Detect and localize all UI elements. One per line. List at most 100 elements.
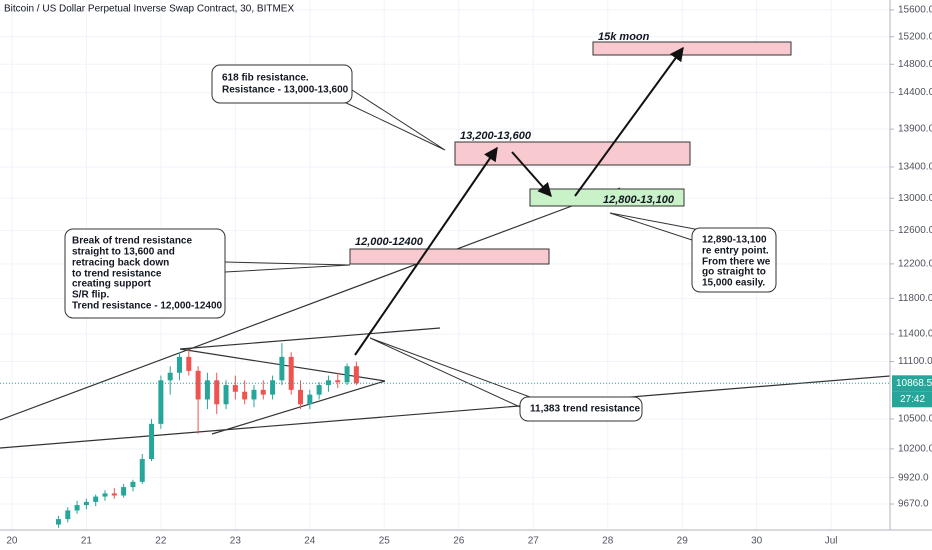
- annotation: 11,383 trend resistance: [530, 404, 641, 415]
- x-tick-label: 21: [81, 536, 93, 547]
- annotation: From there we: [702, 257, 771, 268]
- candle-body: [74, 505, 80, 511]
- annotation: re entry point.: [702, 246, 769, 257]
- x-tick-label: 23: [230, 536, 242, 547]
- trend-line: [0, 375, 891, 449]
- annotation: 15,000 easily.: [702, 278, 765, 289]
- trend-line: [0, 187, 621, 421]
- annotation: Break of trend resistance: [72, 236, 192, 247]
- callout-pointer: [609, 212, 701, 241]
- arrow: [354, 146, 498, 356]
- candles: [55, 343, 359, 528]
- callout-pointer: [224, 261, 351, 273]
- y-tick-label: 14800.0: [898, 59, 932, 70]
- candle-body: [325, 380, 331, 386]
- y-tick-label: 14400.0: [898, 87, 932, 98]
- y-tick-label: 13000.0: [898, 193, 932, 204]
- candle-body: [344, 366, 350, 383]
- candle-body: [139, 459, 145, 482]
- annotation: Resistance - 13,000-13,600: [222, 85, 349, 96]
- x-tick-label: 30: [751, 536, 763, 547]
- y-tick-label: 10500.0: [898, 414, 932, 425]
- annotation: 12,000-12400: [355, 236, 424, 248]
- zone-box: [454, 141, 691, 166]
- annotation: 15k moon: [598, 31, 650, 43]
- candle-body: [353, 366, 359, 384]
- candle-body: [307, 394, 313, 405]
- y-tick-label: 9670.0: [898, 499, 929, 510]
- x-tick-label: 29: [677, 536, 689, 547]
- candle-body: [121, 487, 127, 496]
- annotation: 12,890-13,100: [702, 235, 767, 246]
- x-tick-label: 20: [6, 536, 18, 547]
- candle-body: [223, 385, 229, 405]
- candle-body: [279, 356, 285, 381]
- candle-body: [335, 380, 341, 383]
- zone-box: [592, 41, 792, 56]
- candle-body: [242, 391, 248, 400]
- candle-body: [149, 423, 155, 460]
- annotation: straight to 13,600 and: [72, 247, 175, 258]
- y-tick-label: 11800.0: [898, 293, 932, 304]
- annotation: to trend resistance: [72, 269, 162, 280]
- y-tick-label: 13900.0: [898, 124, 932, 135]
- candle-body: [111, 493, 117, 496]
- candle-body: [93, 496, 99, 502]
- annotation: Trend resistance - 12,000-12400: [72, 301, 223, 312]
- y-tick-label: 10200.0: [898, 444, 932, 455]
- callout: [211, 64, 353, 104]
- callout-pointer: [369, 337, 531, 408]
- arrow: [574, 46, 684, 197]
- last-price-box: [892, 375, 932, 392]
- candle-body: [316, 385, 322, 395]
- candle-body: [176, 356, 182, 373]
- candle-body: [204, 380, 210, 400]
- candle-body: [65, 510, 71, 520]
- x-tick-label: 26: [453, 536, 465, 547]
- candle-body: [167, 372, 173, 381]
- axes: 9670.0 9920.0 10200.0 10500.0 11100.0 11400.0…: [0, 5, 932, 547]
- candle-body: [102, 493, 108, 497]
- candle-body: [251, 389, 257, 400]
- candle-body: [260, 389, 266, 395]
- callout: [64, 228, 226, 319]
- callout: [691, 227, 777, 293]
- candle-body: [195, 370, 201, 400]
- candle-body: [288, 356, 294, 390]
- zone-box: [349, 248, 550, 265]
- x-tick-label: 25: [379, 536, 391, 547]
- x-tick-label: 22: [155, 536, 167, 547]
- x-tick-label: 27: [528, 536, 540, 547]
- annotation: 618 fib resistance.: [222, 73, 309, 84]
- last-price-label: 10868.5: [896, 378, 932, 389]
- triangle-line: [211, 380, 386, 435]
- candle-body: [130, 481, 136, 488]
- x-tick-label: 24: [304, 536, 316, 547]
- y-tick-label: 12600.0: [898, 225, 932, 236]
- candle-body: [83, 501, 89, 506]
- callout-pointer: [339, 89, 446, 151]
- candle-body: [214, 380, 220, 405]
- y-tick-label: 11100.0: [898, 356, 932, 367]
- countdown-box: [892, 391, 932, 408]
- annotation: go straight to: [702, 267, 766, 278]
- trend-line: [179, 327, 441, 350]
- candle-body: [186, 356, 192, 371]
- x-tick-label: Jul: [825, 536, 838, 547]
- callout: [519, 396, 643, 422]
- candle-body: [270, 380, 276, 395]
- x-tick-label: 28: [602, 536, 614, 547]
- y-tick-label: 11400.0: [898, 329, 932, 340]
- candle-body: [298, 389, 304, 405]
- annotation: retracing back down: [72, 258, 169, 269]
- y-tick-label: 15200.0: [898, 31, 932, 42]
- drawings: 15k moon 13,200-13,600 12,800-13,100 12,…: [0, 31, 891, 449]
- arrow: [511, 151, 552, 198]
- y-tick-label: 13400.0: [898, 162, 932, 173]
- y-tick-label: 9920.0: [898, 472, 929, 483]
- zone-box: [529, 188, 685, 207]
- candle-body: [55, 519, 61, 525]
- annotation: 12,800-13,100: [603, 194, 675, 206]
- countdown-label: 27:42: [900, 394, 925, 405]
